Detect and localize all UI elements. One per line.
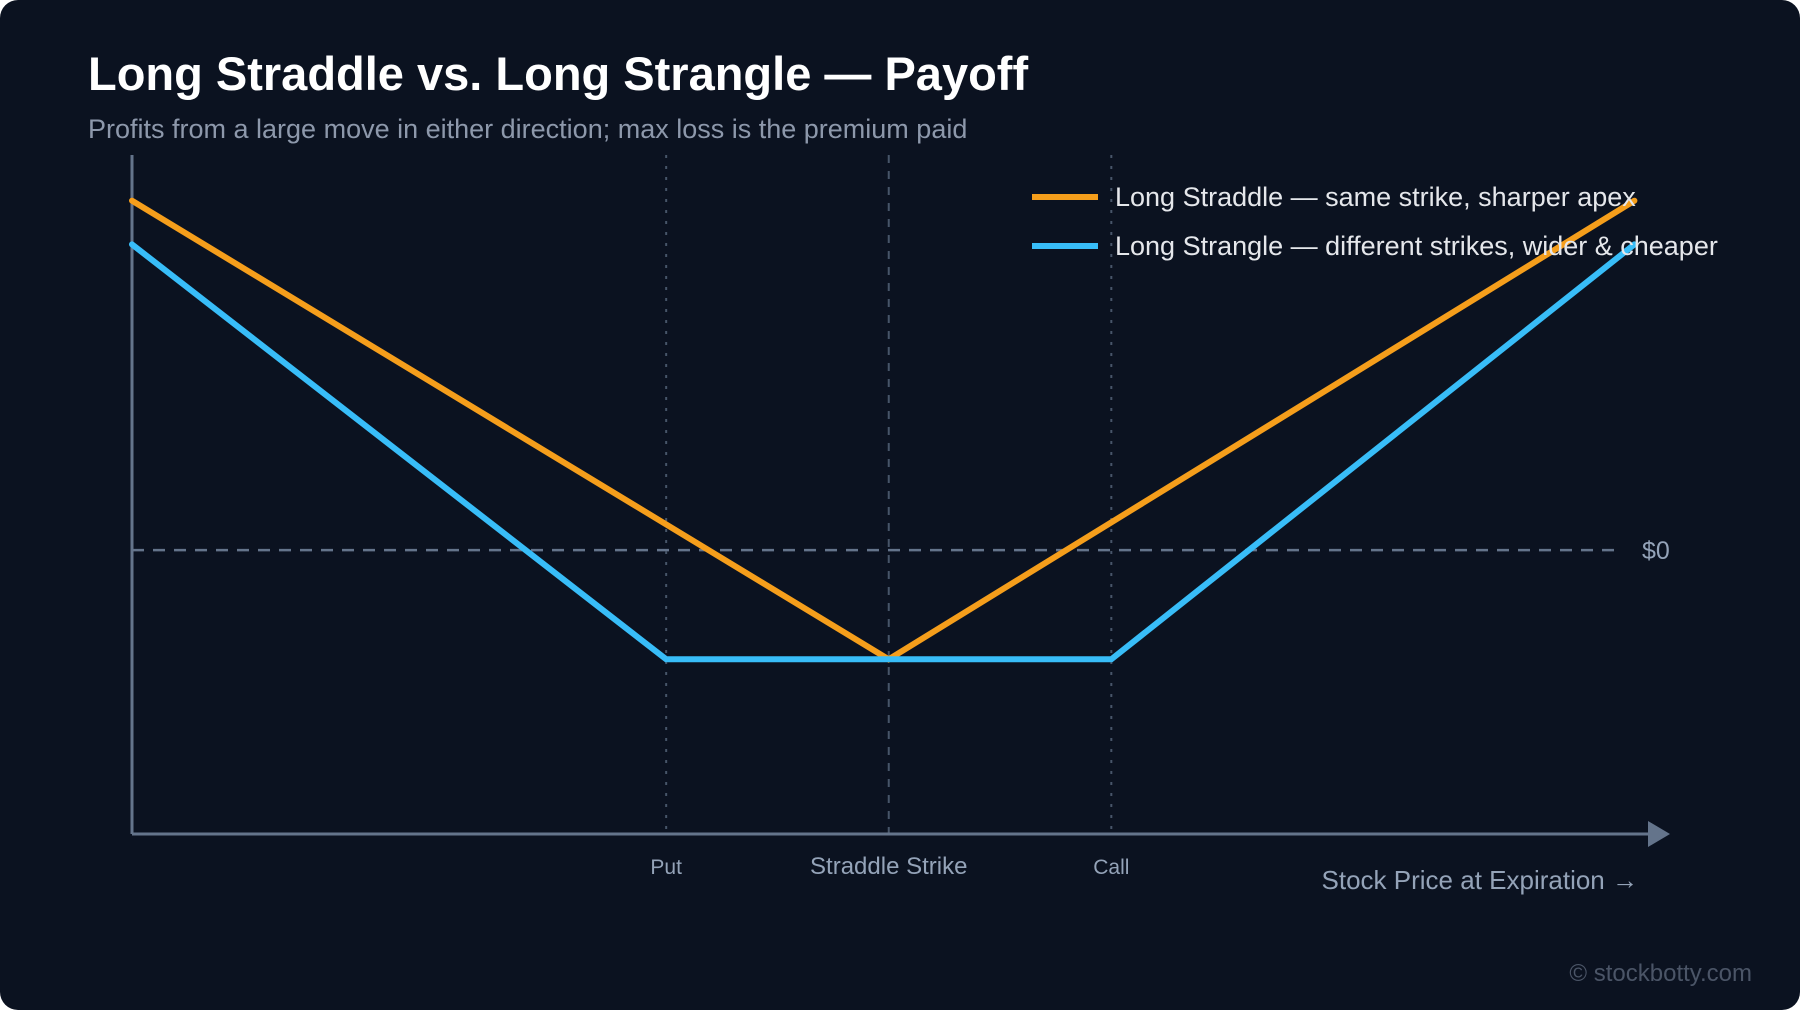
axis-labels: Stock Price at Expiration → Put Straddle …: [650, 853, 1638, 895]
strangle-series-line: [129, 241, 1638, 663]
series-lines: [129, 197, 1638, 663]
legend: Long Straddle — same strike, sharper ape…: [1032, 182, 1718, 261]
x-axis-arrowhead: [1648, 821, 1670, 847]
legend-label-strangle: Long Strangle — different strikes, wider…: [1115, 231, 1718, 261]
reference-lines: $0: [132, 155, 1670, 834]
x-tick-label: Straddle Strike: [810, 853, 967, 880]
axes: [130, 155, 1670, 847]
x-tick-label: Put: [650, 856, 682, 879]
zero-line-label: $0: [1642, 537, 1670, 565]
x-tick-label: Call: [1093, 856, 1129, 879]
straddle-series-line: [129, 197, 1638, 663]
chart-title: Long Straddle vs. Long Strangle — Payoff: [88, 47, 1029, 100]
watermark: © stockbotty.com: [1569, 960, 1752, 987]
chart-subtitle: Profits from a large move in either dire…: [88, 114, 968, 144]
legend-label-straddle: Long Straddle — same strike, sharper ape…: [1115, 182, 1636, 212]
x-axis-label: Stock Price at Expiration →: [1322, 865, 1638, 895]
